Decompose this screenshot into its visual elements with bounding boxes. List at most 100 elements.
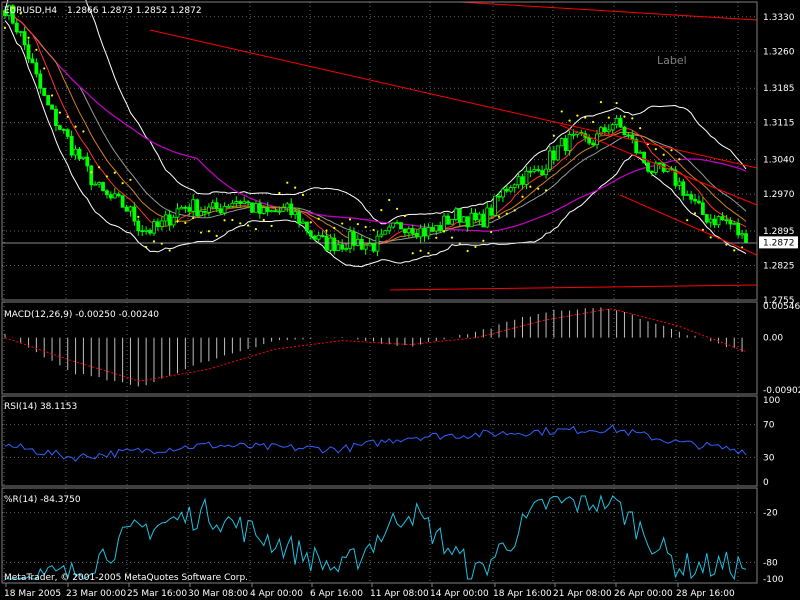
sar-dot — [576, 114, 579, 117]
candle-body — [712, 218, 717, 226]
candle-body — [242, 201, 247, 205]
candle-body — [622, 126, 627, 136]
candle-body — [442, 215, 447, 231]
candle-body — [430, 227, 435, 232]
candle-body — [677, 181, 682, 186]
sar-dot — [66, 115, 69, 118]
candle-body — [446, 215, 450, 225]
candle-body — [140, 230, 145, 233]
sar-dot — [121, 182, 124, 185]
candle-body — [740, 233, 744, 236]
symbol-label: EURUSD,H4 — [4, 6, 57, 16]
candle-body — [614, 117, 619, 126]
candle-body — [50, 104, 54, 110]
trendline[interactable] — [149, 29, 758, 169]
macd-pane[interactable] — [4, 307, 747, 387]
x-tick-label: 25 Mar 16:00 — [127, 589, 187, 599]
sar-dot — [435, 236, 438, 239]
sar-dot — [176, 220, 179, 223]
sar-dot — [145, 245, 148, 249]
candle-body — [693, 198, 697, 202]
object-label[interactable]: Label — [657, 54, 687, 67]
candle-body — [246, 201, 250, 204]
candle-body — [638, 151, 643, 154]
candle-body — [383, 230, 388, 235]
trendline[interactable] — [389, 284, 758, 291]
x-tick-label: 11 Apr 08:00 — [370, 589, 429, 599]
pane-frame-rsi — [1, 395, 758, 487]
parabolic-sar — [3, 6, 744, 255]
sar-dot — [270, 224, 273, 228]
x-tick-label: 23 Mar 00:00 — [66, 589, 126, 599]
candle-body — [348, 231, 352, 249]
trendlines[interactable] — [2, 1, 758, 291]
sar-dot — [199, 231, 203, 234]
candle-body — [320, 235, 325, 237]
candle-body — [481, 213, 486, 228]
candle-body — [328, 237, 333, 251]
candle-body — [312, 235, 317, 240]
sar-dot — [599, 101, 603, 104]
candle-body — [399, 222, 403, 230]
candle-body — [544, 168, 548, 176]
candle-body — [46, 95, 51, 106]
x-tick-label: 26 Apr 00:00 — [614, 589, 673, 599]
axes: 1.3330 1.3260 1.3185 1.3115 1.3040 1.2970 1.28… — [4, 13, 800, 599]
sar-dot — [43, 67, 46, 70]
candle-body — [26, 44, 31, 60]
sar-dot — [395, 207, 399, 210]
sar-dot — [709, 236, 712, 239]
candle-body — [293, 211, 298, 216]
sar-dot — [537, 187, 540, 190]
x-tick-label: 21 Apr 08:00 — [553, 589, 612, 599]
candle-body — [618, 117, 623, 128]
candle-body — [646, 162, 650, 172]
rsi-pane[interactable] — [4, 424, 747, 462]
sar-dot — [372, 228, 375, 232]
candle-body — [508, 187, 513, 192]
sar-dot — [254, 227, 258, 231]
bollinger-lower — [4, 20, 747, 268]
x-tick-label: 4 Apr 00:00 — [250, 589, 303, 599]
candle-body — [22, 31, 27, 46]
candle-body — [450, 219, 454, 225]
sar-dot — [223, 219, 226, 222]
sar-dot — [544, 189, 548, 192]
candle-body — [54, 108, 58, 127]
candle-body — [587, 136, 592, 144]
pane-frame-price — [1, 1, 758, 301]
candle-body — [422, 227, 427, 237]
candle-body — [657, 162, 662, 165]
sar-dot — [3, 26, 7, 29]
price-pane[interactable] — [2, 0, 758, 291]
trendline[interactable] — [559, 124, 758, 206]
candle-body — [501, 188, 505, 198]
candle-body — [316, 235, 321, 240]
pane-frame-wpr — [1, 487, 758, 584]
sar-dot — [348, 218, 352, 221]
trendline[interactable] — [619, 194, 758, 256]
candle-body — [434, 225, 439, 232]
sar-dot — [333, 226, 336, 230]
sar-dot — [552, 134, 555, 137]
wpr-line — [4, 494, 747, 581]
candle-body — [724, 219, 729, 222]
candle-body — [720, 216, 725, 221]
candle-body — [297, 211, 301, 224]
candle-body — [230, 202, 235, 207]
x-tick-label: 18 Mar 2005 — [4, 589, 61, 599]
ma-slow-line — [4, 9, 747, 232]
wpr-pane[interactable] — [4, 494, 747, 581]
candle-body — [199, 210, 203, 217]
candle-body — [167, 214, 172, 226]
candle-body — [524, 170, 529, 185]
candle-body — [559, 138, 564, 147]
candle-body — [606, 129, 611, 133]
candle-body — [222, 206, 227, 214]
candle-body — [528, 170, 533, 173]
candle-body — [254, 203, 258, 213]
sar-dot — [662, 153, 665, 156]
candle-body — [485, 207, 490, 228]
trendline[interactable] — [459, 1, 758, 21]
